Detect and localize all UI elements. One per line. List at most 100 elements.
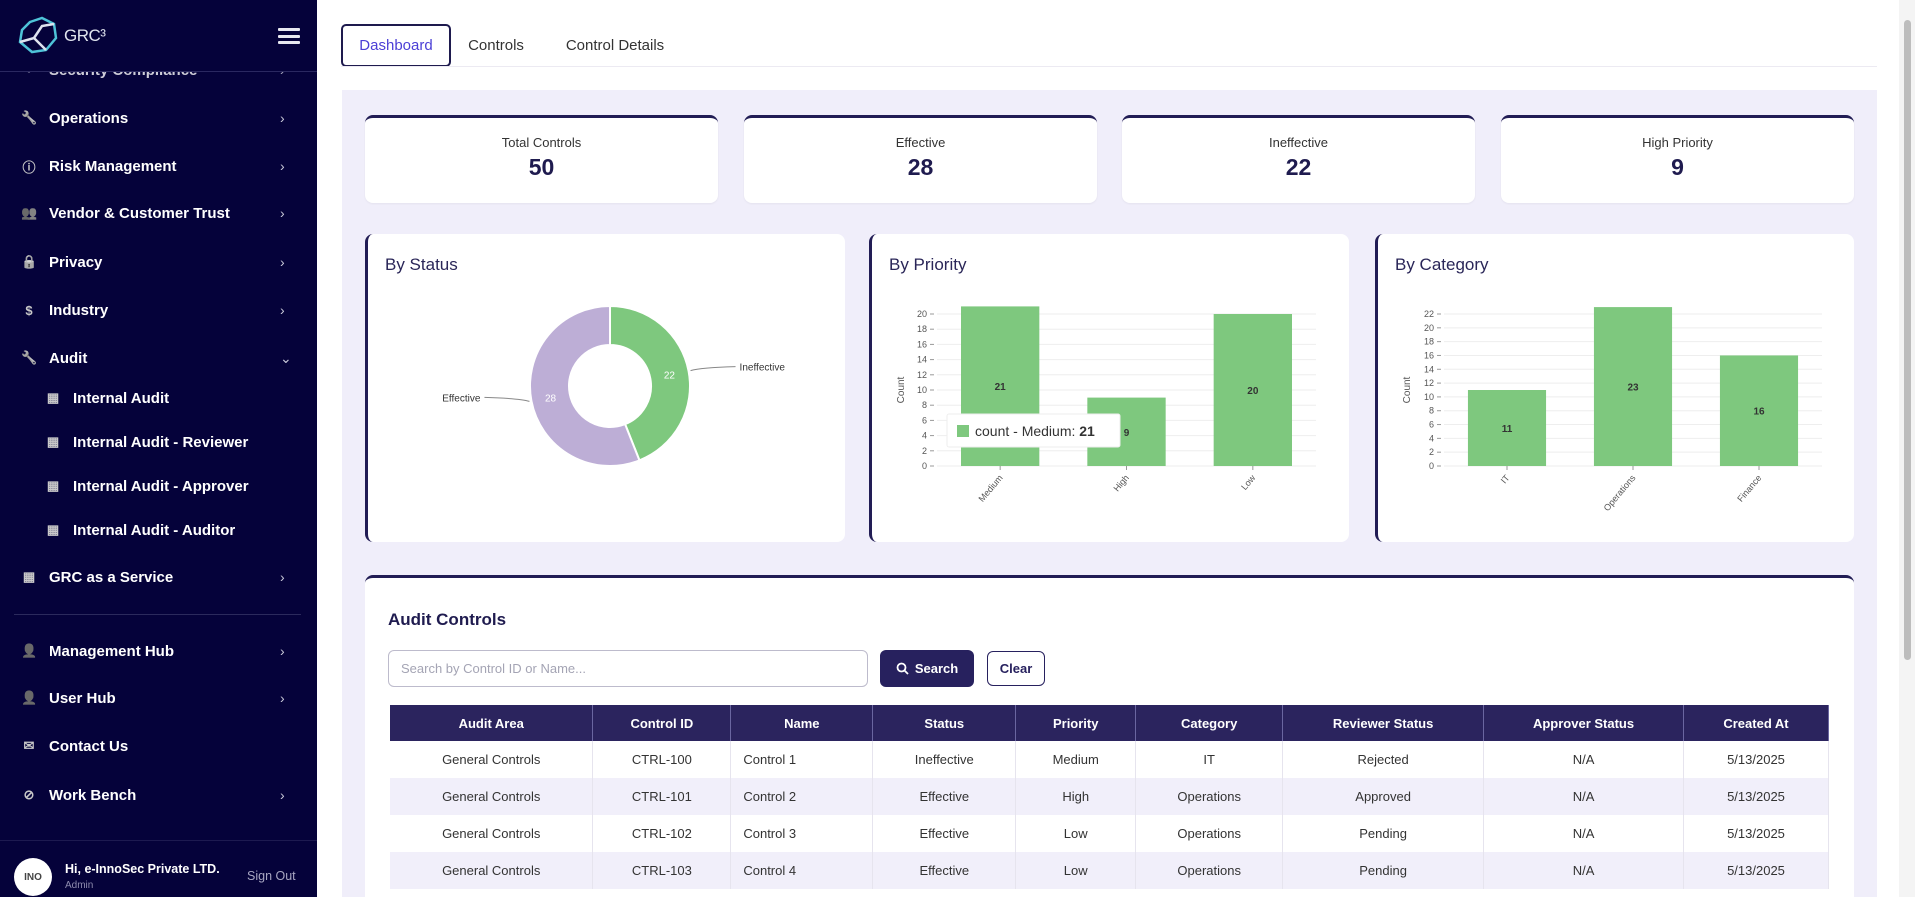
chevron-right-icon: › bbox=[280, 205, 285, 221]
table-cell: CTRL-102 bbox=[592, 815, 732, 852]
table-cell: General Controls bbox=[390, 852, 594, 889]
sidebar-item-internal-audit-reviewer[interactable]: ▦ Internal Audit - Reviewer bbox=[0, 422, 317, 462]
tab-dashboard[interactable]: Dashboard bbox=[341, 24, 451, 67]
sign-out-button[interactable]: Sign Out bbox=[247, 869, 296, 883]
chevron-right-icon: › bbox=[280, 254, 285, 270]
tab-control-details[interactable]: Control Details bbox=[565, 37, 665, 54]
sidebar-item-user-hub[interactable]: 👤 User Hub › bbox=[0, 678, 317, 718]
y-tick-label: 2 bbox=[1429, 447, 1434, 457]
status-donut-chart: 22 Ineffective 28 Effective bbox=[442, 304, 785, 467]
menu-toggle-icon[interactable] bbox=[278, 28, 300, 44]
y-tick-label: 10 bbox=[917, 385, 927, 395]
y-tick-label: 14 bbox=[917, 355, 927, 365]
sidebar-item-internal-audit[interactable]: ▦ Internal Audit bbox=[0, 378, 317, 418]
sidebar-item-label: Risk Management bbox=[49, 157, 177, 175]
sidebar-item-label: User Hub bbox=[49, 689, 116, 707]
table-cell: N/A bbox=[1483, 852, 1684, 889]
table-cell: General Controls bbox=[390, 815, 594, 852]
column-header[interactable]: Control ID bbox=[592, 705, 732, 741]
bar-value-label: 21 bbox=[995, 382, 1007, 393]
sidebar-item-operations[interactable]: 🔧 Operations › bbox=[0, 98, 317, 138]
tabs-divider bbox=[341, 66, 1877, 67]
bar-finance bbox=[1719, 355, 1799, 466]
lock-icon: 🔒 bbox=[21, 254, 38, 269]
sidebar-item-contact-us[interactable]: ✉ Contact Us bbox=[0, 726, 317, 766]
sidebar-item-label: Industry bbox=[49, 301, 109, 319]
sidebar-item-vendor-customer-trust[interactable]: 👥 Vendor & Customer Trust › bbox=[0, 193, 317, 233]
sidebar-item-management-hub[interactable]: 👤 Management Hub › bbox=[0, 631, 317, 671]
column-header[interactable]: Audit Area bbox=[390, 705, 594, 741]
sidebar-item-internal-audit-approver[interactable]: ▦ Internal Audit - Approver bbox=[0, 466, 317, 506]
sidebar-item-internal-audit-auditor[interactable]: ▦ Internal Audit - Auditor bbox=[0, 510, 317, 550]
audit-controls-card: Audit Controls Search Clear Audit AreaCo… bbox=[365, 575, 1854, 905]
x-tick-label: Finance bbox=[1735, 473, 1763, 504]
y-axis-label: Count bbox=[896, 376, 907, 403]
column-header[interactable]: Created At bbox=[1683, 705, 1829, 741]
y-tick-label: 6 bbox=[1429, 420, 1434, 430]
column-header[interactable]: Status bbox=[872, 705, 1017, 741]
tooltip bbox=[946, 413, 1121, 448]
table-cell: 5/13/2025 bbox=[1683, 741, 1829, 778]
search-button[interactable]: Search bbox=[880, 650, 974, 687]
table-cell: CTRL-100 bbox=[592, 741, 732, 778]
scrollbar-thumb[interactable] bbox=[1904, 20, 1911, 660]
table-row[interactable]: General Controls CTRL-100 Control 1 Ineffec… bbox=[390, 741, 1829, 778]
table-cell: Operations bbox=[1135, 852, 1284, 889]
sidebar-item-grc-as-a-service[interactable]: ▦ GRC as a Service › bbox=[0, 557, 317, 597]
column-header[interactable]: Category bbox=[1135, 705, 1284, 741]
wrench-icon: 🔧 bbox=[21, 110, 38, 125]
table-cell: High bbox=[1015, 778, 1137, 815]
wrench-icon: 🔧 bbox=[21, 350, 38, 365]
table-cell: Control 1 bbox=[730, 741, 874, 778]
table-row[interactable]: General Controls CTRL-102 Control 3 Effecti… bbox=[390, 815, 1829, 852]
grid-icon: ▦ bbox=[22, 569, 36, 584]
tooltip-swatch bbox=[957, 425, 969, 437]
table-cell: Ineffective bbox=[872, 741, 1017, 778]
y-tick-label: 4 bbox=[1429, 433, 1434, 443]
logo: GRC³ bbox=[16, 16, 106, 56]
x-tick-label: Medium bbox=[976, 473, 1004, 504]
tab-controls[interactable]: Controls bbox=[468, 37, 524, 54]
sidebar-item-industry[interactable]: $ Industry › bbox=[0, 290, 317, 330]
y-tick-label: 6 bbox=[922, 415, 927, 425]
table-cell: Control 4 bbox=[730, 852, 874, 889]
table-cell: Approved bbox=[1282, 778, 1485, 815]
column-header[interactable]: Reviewer Status bbox=[1282, 705, 1485, 741]
y-tick-label: 16 bbox=[1424, 350, 1434, 360]
page-scrollbar[interactable] bbox=[1899, 0, 1915, 897]
grid-icon: ▦ bbox=[46, 390, 60, 405]
y-tick-label: 8 bbox=[1429, 406, 1434, 416]
table-row[interactable]: General Controls CTRL-103 Control 4 Effecti… bbox=[390, 852, 1829, 889]
column-header[interactable]: Priority bbox=[1015, 705, 1137, 741]
sidebar-item-risk-management[interactable]: ⓘ Risk Management › bbox=[0, 146, 317, 186]
chart-card-by-priority: By Priority 0 2 4 6 8 10 12 14 16 18 20 Count 21 Medi… bbox=[869, 234, 1349, 542]
grid-icon: ▦ bbox=[46, 434, 60, 449]
chevron-right-icon: › bbox=[280, 110, 285, 126]
search-input[interactable] bbox=[388, 650, 868, 687]
sidebar-item-audit[interactable]: 🔧 Audit ⌄ bbox=[0, 338, 317, 378]
chart-card-by-status: By Status 22 Ineffective 28 Effective bbox=[365, 234, 845, 542]
bar-value-label: 20 bbox=[1247, 386, 1259, 397]
column-header[interactable]: Approver Status bbox=[1483, 705, 1684, 741]
table-cell: N/A bbox=[1483, 815, 1684, 852]
table-cell: Low bbox=[1015, 852, 1137, 889]
column-header[interactable]: Name bbox=[730, 705, 874, 741]
stat-value: 28 bbox=[907, 154, 934, 180]
tooltip-value: 21 bbox=[1079, 423, 1095, 439]
sidebar-item-work-bench[interactable]: ⊘ Work Bench › bbox=[0, 775, 317, 815]
user-greeting: Hi, e-InnoSec Private LTD. bbox=[65, 862, 220, 876]
y-tick-label: 20 bbox=[917, 309, 927, 319]
avatar: INO bbox=[14, 858, 52, 896]
sidebar-item-privacy[interactable]: 🔒 Privacy › bbox=[0, 242, 317, 282]
y-axis-label: Count bbox=[1402, 376, 1413, 403]
sidebar-item-label: Operations bbox=[49, 109, 129, 127]
stat-value: 9 bbox=[1671, 154, 1684, 180]
stat-effective: Effective 28 bbox=[744, 115, 1097, 203]
clear-button[interactable]: Clear bbox=[987, 651, 1045, 686]
y-tick-label: 12 bbox=[1424, 378, 1434, 388]
x-tick-label: High bbox=[1111, 473, 1131, 494]
table-row[interactable]: General Controls CTRL-101 Control 2 Effecti… bbox=[390, 778, 1829, 815]
y-tick-label: 18 bbox=[917, 324, 927, 334]
priority-bar-chart: 0 2 4 6 8 10 12 14 16 18 20 Count 21 Medium 9 High 20 Low… bbox=[896, 306, 1316, 504]
table-cell: Pending bbox=[1282, 852, 1485, 889]
